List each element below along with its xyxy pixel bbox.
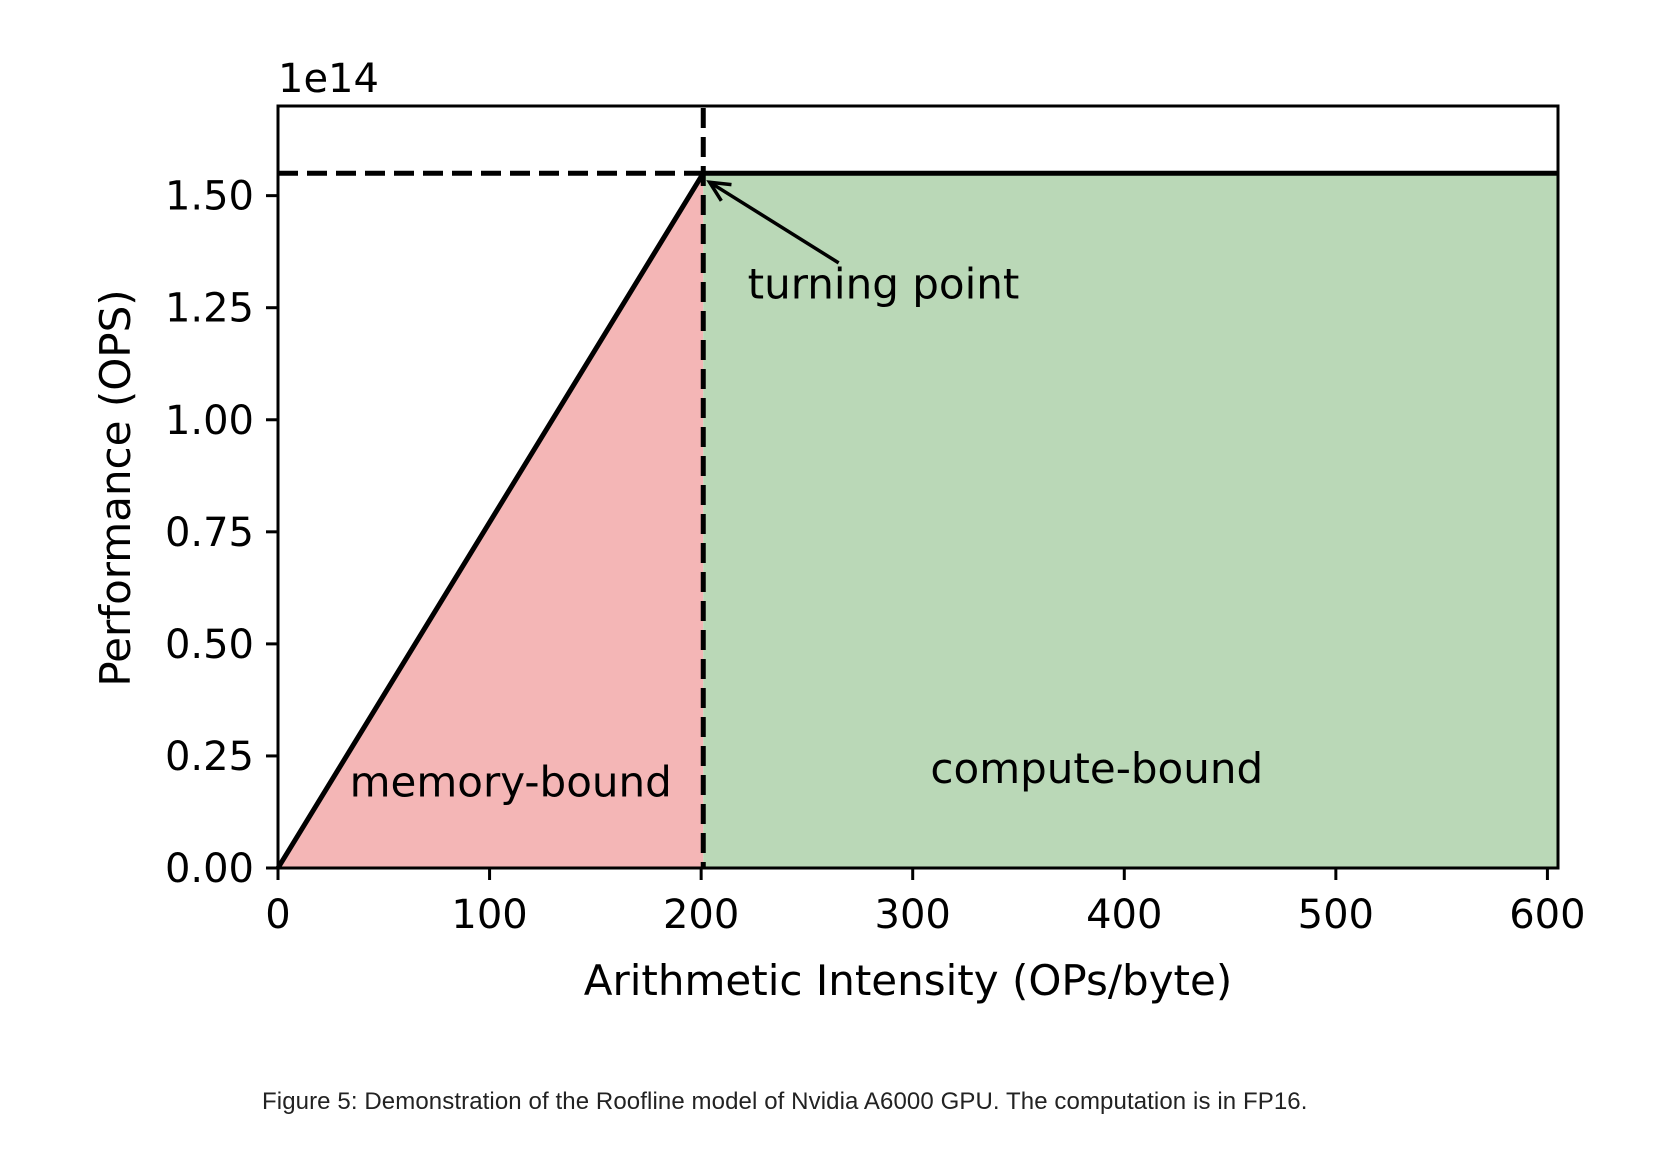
y-tick-label: 1.25 <box>165 286 254 332</box>
x-tick-label: 0 <box>265 892 290 938</box>
turning-point-arrow-head <box>706 180 732 202</box>
y-axis-scale-label: 1e14 <box>278 56 379 102</box>
x-tick-label: 200 <box>663 892 739 938</box>
memory-bound-label: memory-bound <box>350 757 672 806</box>
y-tick-label: 1.50 <box>165 174 254 220</box>
y-axis-ticks: 0.00 0.25 0.50 0.75 1.00 1.25 1.50 <box>165 174 278 892</box>
x-tick-label: 600 <box>1509 892 1585 938</box>
y-axis-label: Performance (OPS) <box>91 289 140 686</box>
x-tick-label: 400 <box>1086 892 1162 938</box>
turning-point-arrow-line <box>708 180 840 265</box>
plot-border <box>276 104 1560 870</box>
y-tick-label: 0.50 <box>165 622 254 668</box>
x-tick-label: 100 <box>451 892 527 938</box>
turning-point-label: turning point <box>748 260 1020 309</box>
plot-frame <box>276 104 1560 870</box>
lines <box>275 108 1558 870</box>
figure-caption: Figure 5: Demonstration of the Roofline … <box>262 1088 1308 1115</box>
x-axis-ticks: 0 100 200 300 400 500 600 <box>265 868 1586 938</box>
x-tick-label: 300 <box>875 892 951 938</box>
x-tick-label: 500 <box>1298 892 1374 938</box>
y-tick-label: 0.25 <box>165 734 254 780</box>
x-axis-label: Arithmetic Intensity (OPs/byte) <box>584 956 1233 1005</box>
compute-bound-region <box>703 173 1558 868</box>
y-tick-label: 0.00 <box>165 846 254 892</box>
y-tick-label: 0.75 <box>165 510 254 556</box>
compute-bound-label: compute-bound <box>930 744 1263 793</box>
annotations: turning point memory-bound compute-bound <box>350 180 1263 806</box>
roofline-chart: 0 100 200 300 400 500 600 0.00 0.25 0.50 0.75 1.00… <box>91 56 1586 1005</box>
y-tick-label: 1.00 <box>165 398 254 444</box>
